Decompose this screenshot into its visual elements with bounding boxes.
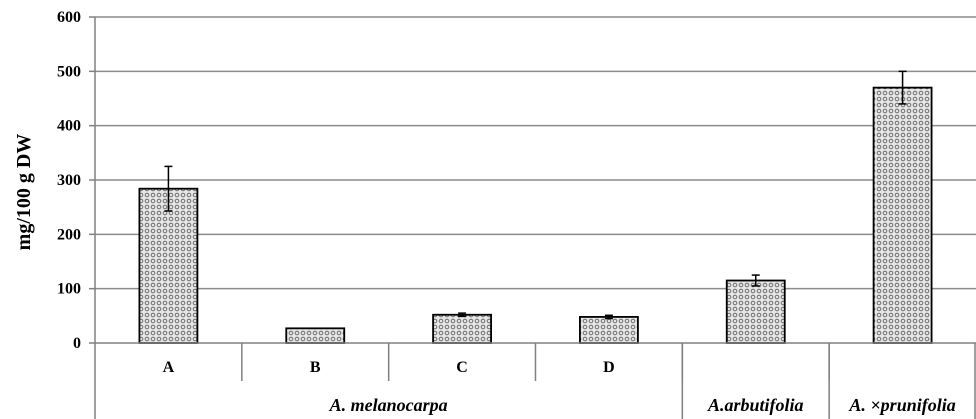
x-tick-label-1: B <box>310 359 321 376</box>
bar-5 <box>872 86 933 344</box>
y-tick-label-1: 100 <box>57 281 81 298</box>
x-axis: A B C D A. melanocarpa A.arbutifolia A. ×pruni… <box>95 342 976 419</box>
group-label-1: A.arbutifolia <box>707 395 804 415</box>
bar-1 <box>285 327 346 344</box>
y-tick-label-0: 0 <box>73 335 81 352</box>
x-tick-label-2: C <box>456 359 468 376</box>
y-tick-label-6: 600 <box>57 9 81 26</box>
gridlines <box>89 16 976 419</box>
y-axis-label: mg/100 g DW <box>13 134 35 251</box>
bar-2 <box>432 313 492 344</box>
y-tick-labels: 0 100 200 300 400 500 600 <box>57 9 81 352</box>
y-tick-label-5: 500 <box>57 63 81 80</box>
bars <box>138 86 933 344</box>
y-tick-label-3: 300 <box>57 172 81 189</box>
y-tick-label-2: 200 <box>57 226 81 243</box>
x-tick-label-0: A <box>163 359 175 376</box>
group-label-2: A. ×prunifolia <box>848 395 955 415</box>
bar-0 <box>138 187 199 344</box>
bar-4 <box>725 279 786 344</box>
bar-3 <box>579 316 639 344</box>
error-bars <box>164 70 907 320</box>
group-label-0: A. melanocarpa <box>329 395 448 415</box>
x-tick-label-3: D <box>603 359 615 376</box>
y-tick-label-4: 400 <box>57 118 81 135</box>
